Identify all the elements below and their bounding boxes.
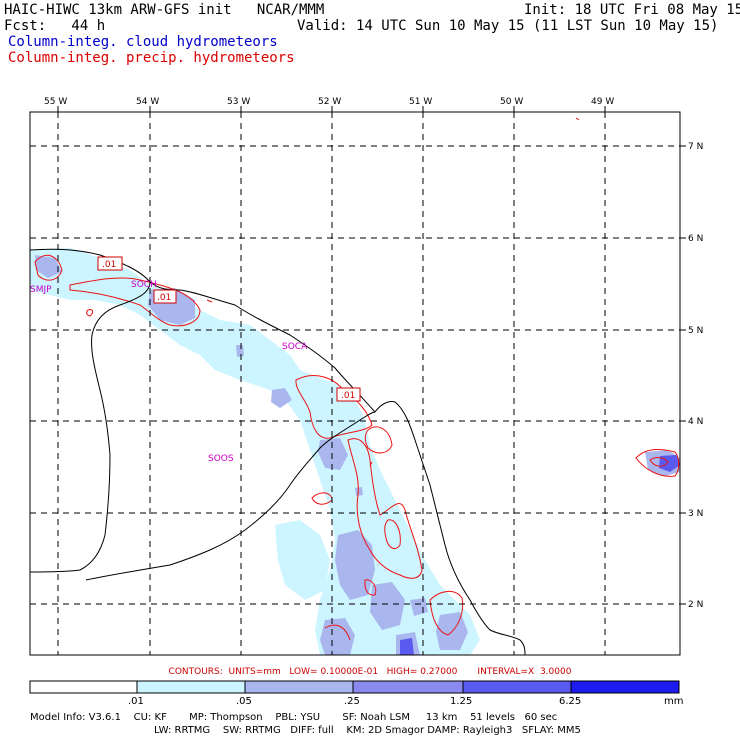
lon-label-53w: 53 W <box>227 97 250 107</box>
station-soos: SOOS <box>208 454 234 464</box>
lon-label-50w: 50 W <box>500 97 523 107</box>
plot-title: HAIC-HIWC 13km ARW-GFS init NCAR/MMM <box>4 2 325 18</box>
colorbar-bin-3 <box>352 680 464 694</box>
lon-label-52w: 52 W <box>318 97 341 107</box>
colorbar-bin-2 <box>244 680 354 694</box>
lat-label-3n: 3 N <box>688 509 703 519</box>
axis-ticks <box>57 106 686 605</box>
field-precip-label: Column-integ. precip. hydrometeors <box>8 50 295 66</box>
contour-label-1: .01 <box>102 260 116 270</box>
colorbar-label-4: 6.25 <box>559 696 581 707</box>
colorbar-bin-1 <box>136 680 246 694</box>
contour-label-box-2: .01 <box>153 289 177 304</box>
footer-model-info: Model Info: V3.6.1 CU: KF MP: Thompson P… <box>30 712 558 723</box>
coastline <box>29 248 526 656</box>
colorbar-bin-0 <box>29 680 138 694</box>
footer-physics-info: LW: RRTMG SW: RRTMG DIFF: full KM: 2D Sm… <box>154 725 581 736</box>
precip-contours <box>34 117 680 641</box>
station-soca: SOCA <box>282 342 308 352</box>
colorbar: .01 .05 .25 1.25 6.25 mm <box>29 680 683 707</box>
init-time: Init: 18 UTC Fri 08 May 15 <box>524 2 740 18</box>
colorbar-label-3: 1.25 <box>450 696 472 707</box>
colorbar-label-2: .25 <box>344 696 360 707</box>
lat-label-4n: 4 N <box>688 417 703 427</box>
contour-info: CONTOURS: UNITS=mm LOW= 0.10000E-01 HIGH… <box>168 667 572 677</box>
field-cloud-label: Column-integ. cloud hydrometeors <box>8 34 278 50</box>
valid-time: Valid: 14 UTC Sun 10 May 15 (11 LST Sun … <box>297 18 719 34</box>
station-soch: SOCH <box>131 280 157 290</box>
lon-label-49w: 49 W <box>591 97 614 107</box>
colorbar-bin-4 <box>462 680 572 694</box>
colorbar-bin-5 <box>570 680 680 694</box>
lat-label-7n: 7 N <box>688 142 703 152</box>
lat-label-5n: 5 N <box>688 326 703 336</box>
colorbar-label-0: .01 <box>128 696 144 707</box>
contour-label-box-1: .01 <box>97 256 123 271</box>
colorbar-unit: mm <box>664 696 683 707</box>
forecast-hour: Fcst: 44 h <box>4 18 106 34</box>
graticule <box>30 112 680 655</box>
station-smjp: SMJP <box>30 285 52 295</box>
colorbar-label-1: .05 <box>236 696 252 707</box>
lat-label-2n: 2 N <box>688 600 703 610</box>
lon-label-55w: 55 W <box>44 97 67 107</box>
contour-label-3: .01 <box>341 391 355 401</box>
contour-label-2: .01 <box>157 293 171 303</box>
lon-label-54w: 54 W <box>136 97 159 107</box>
lat-label-6n: 6 N <box>688 234 703 244</box>
map-frame <box>29 111 681 656</box>
lon-label-51w: 51 W <box>409 97 432 107</box>
contour-label-box-3: .01 <box>336 387 361 402</box>
